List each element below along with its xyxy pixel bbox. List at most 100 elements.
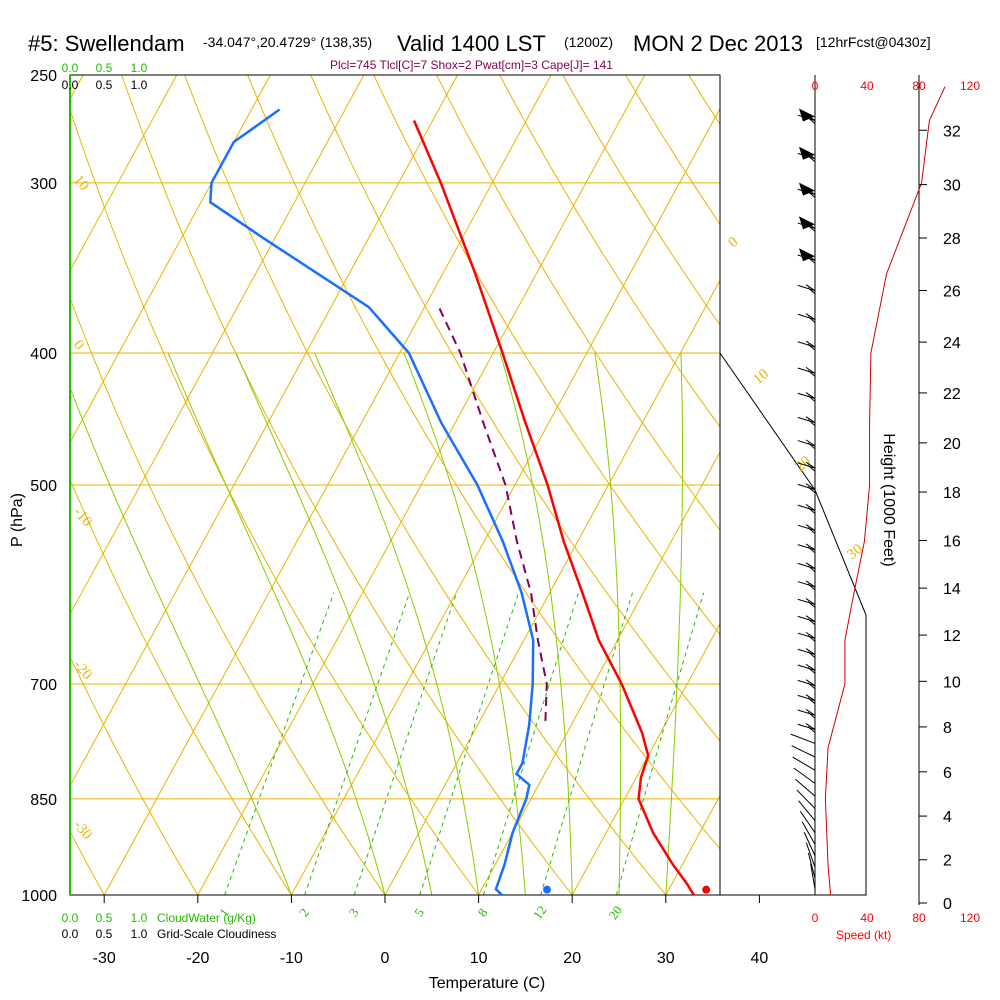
cloudiness-tick-bottom: 0.0 — [62, 927, 79, 941]
wind-barb — [794, 778, 816, 797]
forecast-info: [12hrFcst@0430z] — [816, 34, 931, 50]
moist-adiabat-line — [70, 386, 292, 895]
height-tick-label: 4 — [943, 809, 952, 826]
wind-barb — [797, 632, 816, 639]
pressure-tick-label: 250 — [30, 68, 57, 85]
temperature-line — [412, 120, 695, 895]
dewpoint-line — [209, 108, 535, 895]
cloudiness-label: Grid-Scale Cloudiness — [157, 927, 276, 941]
speed-tick-bottom: 40 — [860, 911, 874, 925]
pressure-tick-label: 500 — [30, 478, 57, 495]
wind-barb-feather — [807, 618, 816, 626]
valid-date: MON 2 Dec 2013 — [633, 31, 803, 56]
mixing-ratio-line — [419, 592, 519, 895]
wind-barb — [797, 483, 816, 491]
height-tick-label: 32 — [943, 123, 961, 140]
pressure-tick-label: 300 — [30, 176, 57, 193]
wind-barb-feather — [807, 565, 816, 573]
pressure-tick-label: 400 — [30, 346, 57, 363]
wind-barb-feather — [805, 483, 816, 491]
height-tick-label: 26 — [943, 284, 961, 301]
height-tick-label: 12 — [943, 628, 961, 645]
wind-barb-feather — [805, 461, 816, 469]
dry-adiabat-line — [0, 75, 11, 895]
wind-barb-feather — [805, 524, 816, 531]
wind-barb — [797, 562, 816, 570]
wind-barb — [797, 723, 816, 731]
wind-barb — [797, 694, 816, 702]
isotherm-line — [70, 75, 458, 788]
isotherm-line — [197, 75, 646, 895]
mixing-ratio-label: 12 — [530, 903, 550, 922]
isotherm-line — [384, 279, 720, 895]
wind-barb-feather — [805, 648, 816, 655]
mixing-ratio-line — [224, 592, 335, 895]
wind-barb — [797, 504, 816, 511]
speed-tick-top: 0 — [812, 79, 819, 93]
moist-adiabat-line — [403, 352, 526, 895]
moist-adiabat-line — [314, 352, 480, 895]
cloudiness-tick-top: 0.5 — [96, 78, 113, 92]
wind-barb-feather — [805, 663, 816, 671]
wind-barb-feather — [805, 504, 816, 511]
wind-barb-feather — [807, 682, 816, 690]
x-tick-label: 0 — [381, 950, 390, 967]
wind-barb-feather — [807, 395, 816, 402]
dry-adiabat-line — [310, 75, 720, 742]
sounding-params: Plcl=745 Tlcl[C]=7 Shox=2 Pwat[cm]=3 Cap… — [330, 58, 613, 72]
height-tick-label: 0 — [943, 896, 952, 913]
height-tick-label: 18 — [943, 485, 961, 502]
wind-barb-feather — [805, 416, 816, 424]
dry-adiabat-line — [499, 75, 720, 428]
isotherm-line — [103, 75, 552, 895]
isotherm-line — [70, 75, 178, 272]
mixing-ratio-label: 2 — [296, 905, 312, 919]
wind-barb-feather — [805, 313, 816, 320]
cloudwater-tick-bottom: 1.0 — [131, 911, 148, 925]
height-tick-label: 8 — [943, 720, 952, 737]
moist-adiabat-line — [235, 352, 433, 895]
dry-adiabat-line — [121, 75, 573, 895]
wind-barb — [797, 598, 816, 606]
cloudwater-tick-top: 0.0 — [62, 61, 79, 75]
height-tick-label: 10 — [943, 674, 961, 691]
height-tick-label: 24 — [943, 335, 961, 352]
wind-barb-feather — [807, 666, 816, 674]
dry-adiabat-line — [70, 108, 480, 895]
axes: -30 -20 -10 0 10 20 30 402503004005007008501000… — [21, 61, 980, 967]
wind-barb — [790, 733, 816, 744]
y-axis-label: P (hPa) — [9, 493, 26, 547]
cloudiness-tick-top: 0.0 — [62, 78, 79, 92]
dry-adiabat-line — [70, 296, 386, 895]
moist-adiabat-line — [167, 352, 386, 895]
pressure-tick-label: 1000 — [21, 888, 57, 905]
wind-barb-feather — [805, 580, 816, 588]
mixing-ratio-line — [482, 592, 579, 895]
wind-barb-pennant — [799, 146, 815, 160]
valid-time: Valid 1400 LST — [397, 31, 546, 56]
wind-barb-feather — [807, 369, 816, 377]
isotherm-label: 30 — [844, 541, 866, 563]
wind-barb-feather — [807, 442, 816, 450]
wind-barb — [797, 709, 816, 716]
wind-barb-feather — [807, 343, 816, 351]
height-axis-label: Height (1000 Feet) — [880, 433, 897, 566]
wind-barb-feather — [805, 679, 816, 687]
wind-barb — [797, 313, 816, 321]
wind-barb-feather — [807, 287, 816, 295]
wind-barb — [799, 810, 816, 833]
wind-barb — [791, 745, 816, 758]
speed-tick-bottom: 80 — [912, 911, 926, 925]
wind-barb-pennant — [799, 216, 815, 230]
height-tick-label: 20 — [943, 436, 961, 453]
height-tick-label: 30 — [943, 178, 961, 195]
isotherm-line — [70, 75, 271, 444]
isotherm-label: 10 — [750, 366, 772, 388]
wind-barb-pennant — [799, 108, 815, 122]
wind-barb-feather — [807, 651, 816, 658]
cloudwater-label: CloudWater (g/Kg) — [157, 911, 256, 925]
wind-barb — [803, 832, 816, 857]
wind-barb-feather — [807, 507, 816, 514]
dry-adiabat-label: 0 — [70, 337, 87, 353]
pressure-tick-label: 700 — [30, 677, 57, 694]
